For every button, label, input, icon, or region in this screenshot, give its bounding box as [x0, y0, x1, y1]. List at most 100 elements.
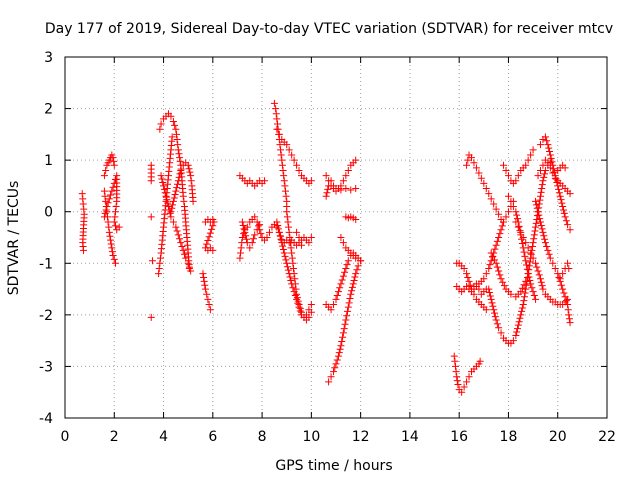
data-point	[253, 226, 261, 234]
data-point	[464, 273, 472, 281]
data-point	[500, 161, 508, 169]
data-point	[335, 349, 343, 357]
data-point	[100, 213, 108, 221]
data-point	[532, 197, 540, 205]
y-tick-label: 2	[44, 102, 53, 118]
data-point	[504, 208, 512, 216]
data-point	[512, 331, 520, 339]
data-point	[518, 235, 526, 243]
data-point	[560, 289, 568, 297]
data-point	[342, 172, 350, 180]
data-point	[493, 263, 501, 271]
data-point	[498, 222, 506, 230]
data-point	[500, 282, 508, 290]
x-tick-label: 22	[598, 429, 616, 445]
x-tick-label: 8	[258, 429, 267, 445]
data-point	[165, 206, 173, 214]
data-point	[283, 259, 291, 267]
data-point	[286, 239, 294, 247]
data-point	[169, 117, 177, 125]
data-point	[530, 231, 538, 239]
data-point	[344, 257, 352, 265]
data-point	[536, 192, 544, 200]
data-point	[536, 141, 544, 149]
data-point	[172, 130, 180, 138]
data-point	[289, 259, 297, 267]
data-point	[201, 285, 209, 293]
data-point	[458, 388, 466, 396]
data-point	[281, 182, 289, 190]
data-point	[163, 196, 171, 204]
data-point	[513, 211, 521, 219]
data-point	[184, 259, 192, 267]
data-point	[288, 249, 296, 257]
data-point	[464, 156, 472, 164]
data-point	[112, 222, 120, 230]
data-point	[487, 295, 495, 303]
data-point	[110, 255, 118, 263]
data-point	[273, 115, 281, 123]
data-point	[209, 222, 217, 230]
y-tick-label: -1	[39, 256, 53, 272]
data-point	[345, 299, 353, 307]
data-point	[522, 161, 530, 169]
data-point	[346, 295, 354, 303]
data-point	[333, 356, 341, 364]
data-point	[159, 178, 167, 186]
data-point	[536, 215, 544, 223]
data-point	[561, 164, 569, 172]
data-point	[280, 177, 288, 185]
data-point	[549, 169, 557, 177]
data-point	[341, 268, 349, 276]
data-point	[534, 172, 542, 180]
data-point	[107, 236, 115, 244]
data-point	[330, 368, 338, 376]
data-point	[324, 185, 332, 193]
data-point	[288, 254, 296, 262]
data-point	[161, 189, 169, 197]
data-point	[180, 197, 188, 205]
data-point	[539, 228, 547, 236]
data-point	[532, 259, 540, 267]
data-point	[278, 161, 286, 169]
data-point	[553, 178, 561, 186]
data-point	[282, 192, 290, 200]
y-tick-labels: -4 -3 -2 -1 0 1 2 3	[39, 50, 53, 427]
data-point	[172, 125, 180, 133]
data-point	[273, 125, 281, 133]
data-point	[327, 177, 335, 185]
data-point	[284, 263, 292, 271]
data-point	[533, 263, 541, 271]
data-point	[540, 173, 548, 181]
data-point	[524, 156, 532, 164]
data-point	[486, 292, 494, 300]
data-point	[562, 217, 570, 225]
data-point	[527, 280, 535, 288]
data-point	[276, 232, 284, 240]
data-point	[560, 209, 568, 217]
data-point	[342, 185, 350, 193]
data-point	[523, 261, 531, 269]
data-point	[566, 319, 574, 327]
data-point	[539, 161, 547, 169]
data-point	[261, 177, 269, 185]
data-point	[339, 177, 347, 185]
data-point	[177, 239, 185, 247]
data-point	[513, 328, 521, 336]
data-point	[305, 306, 313, 314]
data-point	[291, 275, 299, 283]
data-point	[507, 197, 515, 205]
data-point	[504, 172, 512, 180]
data-point	[157, 172, 165, 180]
data-point	[332, 295, 340, 303]
data-point	[490, 309, 498, 317]
x-tick-label: 4	[159, 429, 168, 445]
data-point	[486, 261, 494, 269]
data-point	[460, 264, 468, 272]
data-point	[530, 235, 538, 243]
x-tick-label: 18	[500, 429, 518, 445]
data-point	[557, 196, 565, 204]
data-point	[286, 273, 294, 281]
data-point	[242, 232, 250, 240]
